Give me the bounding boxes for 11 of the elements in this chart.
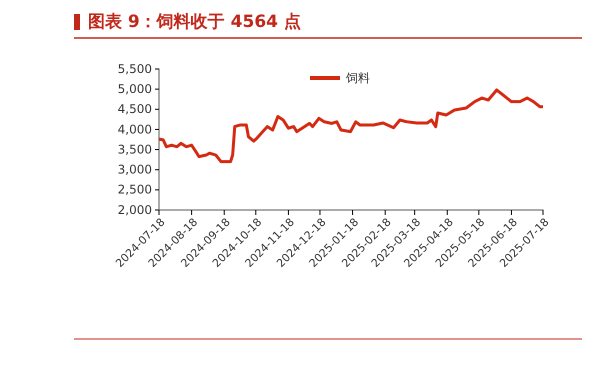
- y-tick-label: 2,500: [118, 182, 152, 197]
- y-tick-label: 2,000: [118, 202, 152, 217]
- y-tick-label: 3,000: [118, 162, 152, 177]
- y-tick-label: 3,500: [118, 142, 152, 156]
- y-tick-label: 5,000: [118, 82, 152, 96]
- line-series: [158, 88, 544, 164]
- y-tick-label: 4,000: [118, 122, 152, 136]
- y-tick-label: 4,500: [118, 102, 152, 116]
- legend-label: 饲料: [345, 71, 370, 85]
- chart-title: 图表 9：饲料收于 4564 点: [88, 12, 301, 32]
- y-tick-label: 5,500: [118, 62, 152, 76]
